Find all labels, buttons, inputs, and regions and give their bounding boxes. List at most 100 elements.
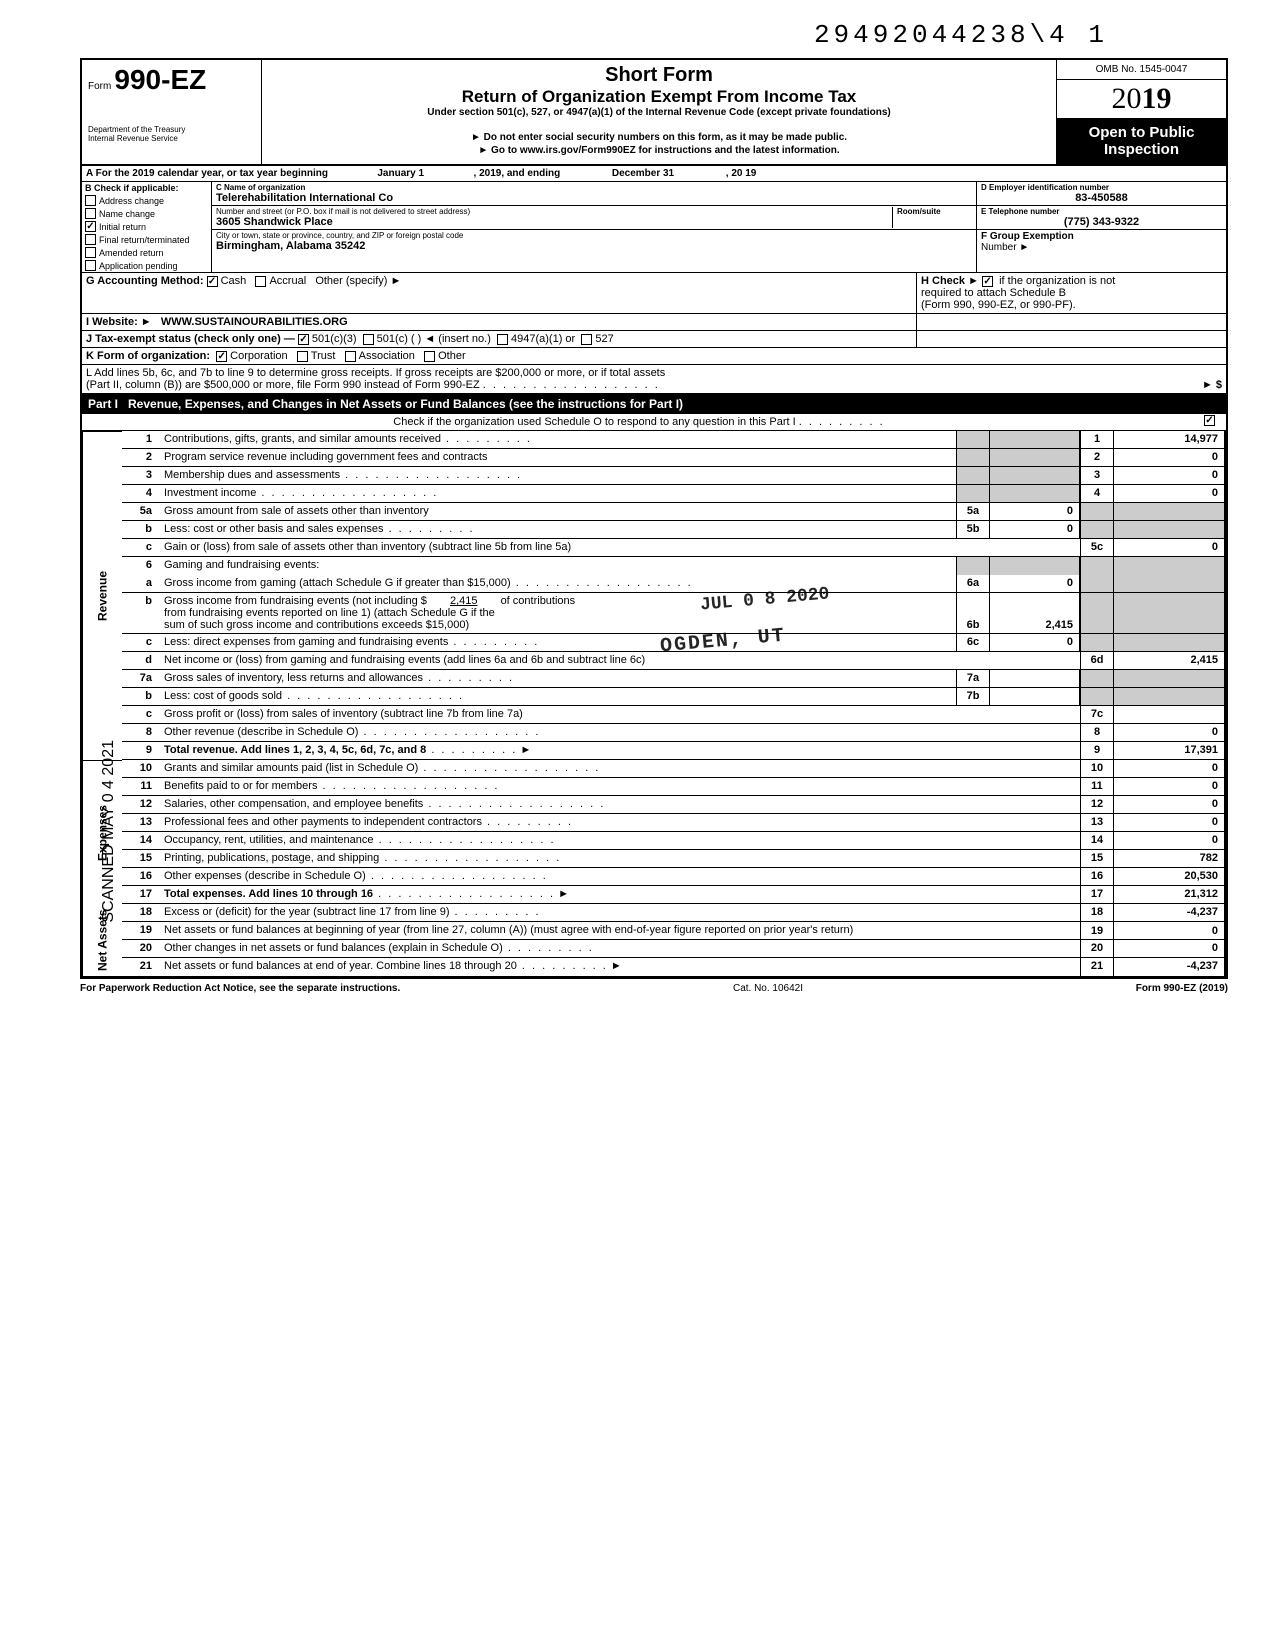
ln16-box: 16 bbox=[1080, 868, 1114, 885]
part1-title: Revenue, Expenses, and Changes in Net As… bbox=[128, 397, 1220, 411]
note-url: ► Go to www.irs.gov/Form990EZ for instru… bbox=[270, 145, 1048, 156]
c-label: C Name of organization bbox=[216, 183, 972, 192]
ln9-val: 17,391 bbox=[1114, 742, 1224, 759]
label-527: 527 bbox=[595, 333, 613, 345]
check-name[interactable] bbox=[85, 208, 96, 219]
ln17-val: 21,312 bbox=[1114, 886, 1224, 903]
check-527[interactable] bbox=[581, 334, 592, 345]
ln6-desc: Gaming and fundraising events: bbox=[164, 559, 319, 571]
check-address[interactable] bbox=[85, 195, 96, 206]
ein-value: 83-450588 bbox=[981, 192, 1222, 204]
ln7c-num: c bbox=[122, 706, 160, 723]
ln6b-d4: sum of such gross income and contributio… bbox=[164, 619, 469, 631]
ln6d-box: 6d bbox=[1080, 652, 1114, 669]
ln19-desc: Net assets or fund balances at beginning… bbox=[164, 924, 853, 936]
ln6b-box: 6b bbox=[956, 593, 990, 633]
footer-mid: Cat. No. 10642I bbox=[733, 983, 803, 994]
ln13-num: 13 bbox=[122, 814, 160, 831]
ln17-desc: Total expenses. Add lines 10 through 16 bbox=[164, 888, 373, 900]
ln21-num: 21 bbox=[122, 958, 160, 976]
check-pending[interactable] bbox=[85, 260, 96, 271]
check-4947[interactable] bbox=[497, 334, 508, 345]
ln19-box: 19 bbox=[1080, 922, 1114, 939]
ln3-val: 0 bbox=[1114, 467, 1224, 484]
check-final[interactable] bbox=[85, 234, 96, 245]
ln6c-desc: Less: direct expenses from gaming and fu… bbox=[164, 636, 448, 648]
ln5b-desc: Less: cost or other basis and sales expe… bbox=[164, 523, 384, 535]
label-address-change: Address change bbox=[99, 196, 164, 206]
ln6b-d2: of contributions bbox=[501, 595, 576, 607]
ln3-box: 3 bbox=[1080, 467, 1114, 484]
ln21-desc: Net assets or fund balances at end of ye… bbox=[164, 960, 517, 972]
line-a-suffix: , 20 19 bbox=[726, 168, 757, 179]
ln18-val: -4,237 bbox=[1114, 904, 1224, 921]
title-return: Return of Organization Exempt From Incom… bbox=[270, 87, 1048, 107]
ln5a-val: 0 bbox=[990, 503, 1080, 520]
check-cash[interactable] bbox=[207, 276, 218, 287]
ln19-num: 19 bbox=[122, 922, 160, 939]
ln10-box: 10 bbox=[1080, 760, 1114, 777]
street-label: Number and street (or P.O. box if mail i… bbox=[216, 207, 892, 216]
check-501c3[interactable] bbox=[298, 334, 309, 345]
ln9-num: 9 bbox=[122, 742, 160, 759]
label-name-change: Name change bbox=[99, 209, 155, 219]
part1-check-line: Check if the organization used Schedule … bbox=[393, 416, 795, 428]
ln12-num: 12 bbox=[122, 796, 160, 813]
l-arrow: ► $ bbox=[1202, 379, 1222, 391]
check-amended[interactable] bbox=[85, 247, 96, 258]
org-name: Telerehabilitation International Co bbox=[216, 192, 972, 204]
footer-left: For Paperwork Reduction Act Notice, see … bbox=[80, 983, 400, 994]
side-expenses: Expenses bbox=[82, 760, 122, 904]
title-short-form: Short Form bbox=[270, 64, 1048, 87]
ln6a-num: a bbox=[122, 575, 160, 592]
ln5c-box: 5c bbox=[1080, 539, 1114, 556]
label-amended: Amended return bbox=[99, 248, 164, 258]
ln6d-num: d bbox=[122, 652, 160, 669]
check-corp[interactable] bbox=[216, 351, 227, 362]
label-final-return: Final return/terminated bbox=[99, 235, 190, 245]
label-501c: 501(c) ( bbox=[377, 333, 415, 345]
ln6-num: 6 bbox=[122, 557, 160, 575]
ln8-val: 0 bbox=[1114, 724, 1224, 741]
ln15-val: 782 bbox=[1114, 850, 1224, 867]
ln1-desc: Contributions, gifts, grants, and simila… bbox=[164, 433, 441, 445]
ln10-val: 0 bbox=[1114, 760, 1224, 777]
ln12-box: 12 bbox=[1080, 796, 1114, 813]
ln21-val: -4,237 bbox=[1114, 958, 1224, 976]
ln1-box: 1 bbox=[1080, 431, 1114, 448]
check-other-org[interactable] bbox=[424, 351, 435, 362]
omb-number: OMB No. 1545-0047 bbox=[1057, 60, 1226, 80]
ln6b-val: 2,415 bbox=[990, 593, 1080, 633]
ln21-arrow: ► bbox=[611, 960, 622, 972]
check-501c[interactable] bbox=[363, 334, 374, 345]
h-text3: required to attach Schedule B bbox=[921, 287, 1066, 299]
ln5b-box: 5b bbox=[956, 521, 990, 538]
line-a-start: January 1 bbox=[331, 168, 471, 179]
ln15-desc: Printing, publications, postage, and shi… bbox=[164, 852, 379, 864]
ln7c-desc: Gross profit or (loss) from sales of inv… bbox=[164, 708, 523, 720]
label-cash: Cash bbox=[221, 275, 247, 287]
check-assoc[interactable] bbox=[345, 351, 356, 362]
label-trust: Trust bbox=[311, 350, 336, 362]
check-h[interactable] bbox=[982, 276, 993, 287]
ln5b-num: b bbox=[122, 521, 160, 538]
ln6b-amt: 2,415 bbox=[430, 595, 498, 607]
ln16-val: 20,530 bbox=[1114, 868, 1224, 885]
ln12-val: 0 bbox=[1114, 796, 1224, 813]
ln6c-num: c bbox=[122, 634, 160, 651]
label-4947: 4947(a)(1) or bbox=[511, 333, 575, 345]
g-label: G Accounting Method: bbox=[86, 275, 204, 287]
check-schedule-o[interactable] bbox=[1204, 415, 1215, 426]
label-assoc: Association bbox=[359, 350, 415, 362]
check-initial[interactable] bbox=[85, 221, 96, 232]
ln20-num: 20 bbox=[122, 940, 160, 957]
check-trust[interactable] bbox=[297, 351, 308, 362]
check-accrual[interactable] bbox=[255, 276, 266, 287]
ln6d-val: 2,415 bbox=[1114, 652, 1224, 669]
label-other-org: Other bbox=[438, 350, 466, 362]
ln7b-desc: Less: cost of goods sold bbox=[164, 690, 282, 702]
ln4-val: 0 bbox=[1114, 485, 1224, 502]
ln17-arrow: ► bbox=[558, 888, 569, 900]
ln6c-box: 6c bbox=[956, 634, 990, 651]
line-a-end: December 31 bbox=[563, 168, 723, 179]
